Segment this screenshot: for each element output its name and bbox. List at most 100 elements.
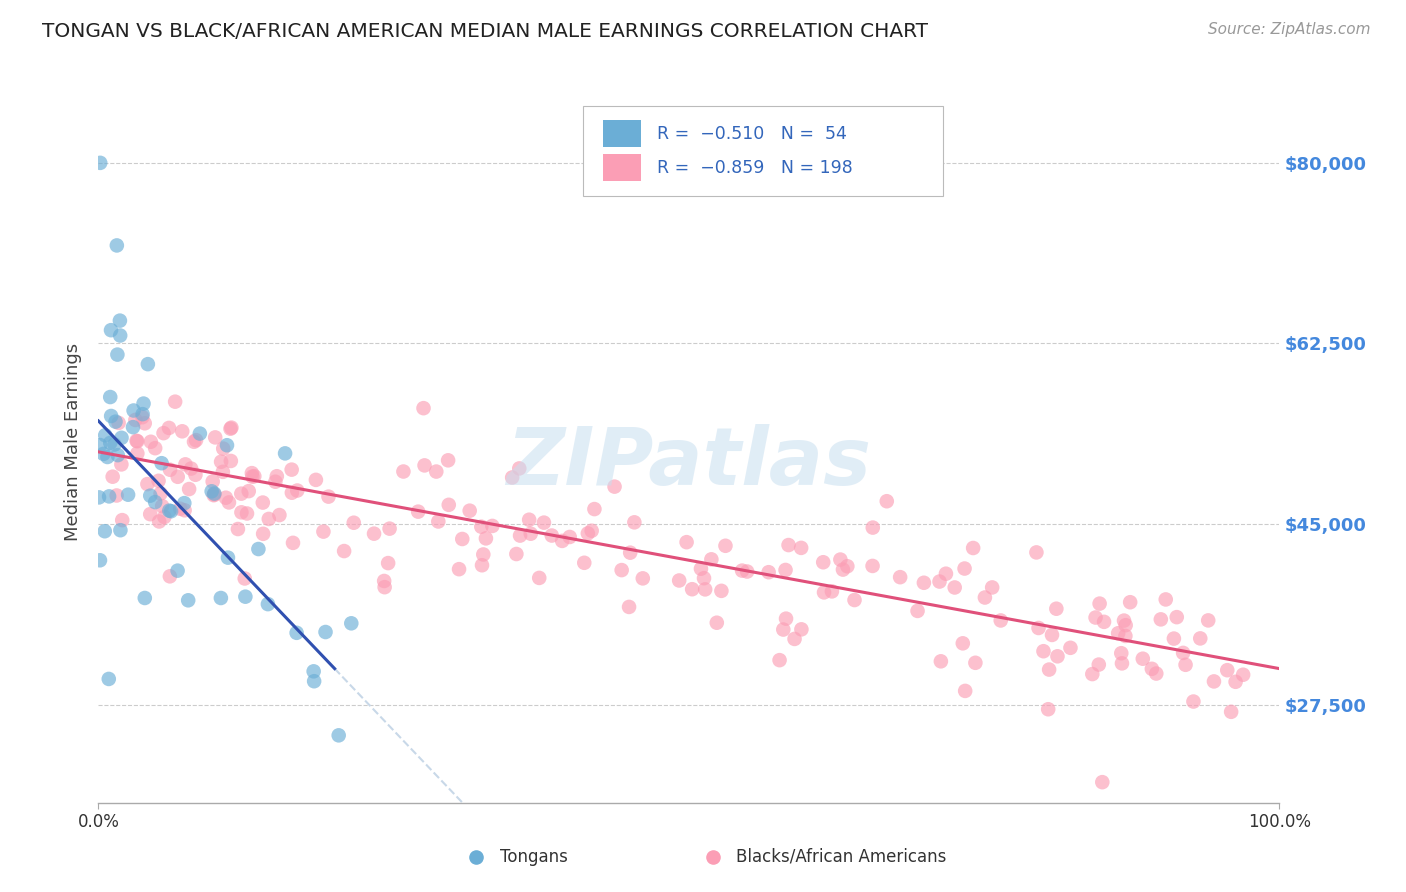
Point	[122, 420, 145, 434]
Point	[373, 574, 395, 588]
Point	[132, 396, 155, 410]
Point	[318, 490, 340, 504]
Point	[100, 409, 122, 423]
Point	[1182, 694, 1205, 708]
Point	[437, 498, 460, 512]
Point	[174, 458, 197, 472]
Point	[333, 544, 356, 558]
Point	[1112, 614, 1135, 628]
Point	[148, 515, 170, 529]
Point	[100, 323, 122, 337]
Y-axis label: Median Male Earnings: Median Male Earnings	[65, 343, 83, 541]
Point	[1171, 646, 1194, 660]
Point	[437, 453, 460, 467]
Point	[813, 585, 835, 599]
Point	[1140, 662, 1163, 676]
Point	[583, 502, 606, 516]
Point	[1216, 663, 1239, 677]
Point	[603, 480, 626, 494]
Point	[160, 504, 183, 518]
Point	[257, 597, 280, 611]
Point	[139, 489, 162, 503]
Point	[862, 520, 884, 534]
Point	[179, 482, 201, 496]
Point	[274, 446, 297, 460]
Point	[540, 528, 562, 542]
Point	[89, 156, 111, 170]
Point	[832, 563, 855, 577]
Text: TONGAN VS BLACK/AFRICAN AMERICAN MEDIAN MALE EARNINGS CORRELATION CHART: TONGAN VS BLACK/AFRICAN AMERICAN MEDIAN …	[42, 22, 928, 41]
Point	[131, 410, 153, 425]
Point	[772, 623, 794, 637]
Point	[768, 653, 790, 667]
Point	[233, 572, 256, 586]
Point	[1150, 612, 1173, 626]
Point	[87, 491, 110, 505]
Point	[201, 484, 224, 499]
Point	[953, 684, 976, 698]
Point	[775, 612, 797, 626]
Point	[122, 403, 145, 417]
Point	[139, 507, 162, 521]
Point	[1114, 629, 1136, 643]
Point	[844, 593, 866, 607]
Point	[231, 486, 253, 500]
Point	[693, 571, 716, 585]
Point	[505, 547, 527, 561]
Point	[108, 313, 131, 327]
Point	[990, 614, 1012, 628]
Point	[136, 357, 159, 371]
Point	[136, 477, 159, 491]
Point	[412, 401, 434, 416]
Text: Source: ZipAtlas.com: Source: ZipAtlas.com	[1208, 22, 1371, 37]
Point	[690, 562, 713, 576]
Point	[281, 536, 304, 550]
Point	[377, 556, 399, 570]
Point	[201, 475, 224, 489]
Point	[481, 519, 503, 533]
Point	[153, 510, 176, 524]
Point	[127, 446, 149, 460]
Point	[363, 526, 385, 541]
Point	[576, 526, 599, 541]
Point	[889, 570, 911, 584]
Point	[243, 469, 266, 483]
Point	[269, 508, 291, 522]
Point	[508, 461, 530, 475]
Point	[340, 616, 363, 631]
Point	[1040, 628, 1063, 642]
Point	[103, 437, 125, 451]
Point	[166, 564, 188, 578]
Point	[159, 463, 181, 477]
Point	[110, 431, 132, 445]
Point	[1232, 667, 1254, 681]
Point	[159, 569, 181, 583]
Point	[392, 465, 415, 479]
Point	[1119, 595, 1142, 609]
Point	[1084, 610, 1107, 624]
Text: Tongans: Tongans	[501, 848, 568, 866]
Point	[219, 454, 242, 468]
Point	[427, 515, 450, 529]
Point	[215, 438, 238, 452]
Point	[285, 625, 308, 640]
Point	[219, 422, 242, 436]
Point	[110, 458, 132, 472]
Point	[675, 535, 697, 549]
Point	[150, 499, 173, 513]
Point	[1202, 674, 1225, 689]
Point	[953, 561, 976, 575]
Point	[681, 582, 703, 597]
Point	[281, 485, 304, 500]
Point	[173, 503, 195, 517]
Point	[1115, 618, 1137, 632]
Point	[912, 575, 935, 590]
Point	[125, 434, 148, 448]
Point	[1088, 657, 1111, 672]
Point	[1025, 545, 1047, 559]
Point	[302, 665, 325, 679]
Point	[790, 623, 813, 637]
Point	[929, 654, 952, 668]
Point	[173, 496, 195, 510]
Point	[471, 558, 494, 573]
